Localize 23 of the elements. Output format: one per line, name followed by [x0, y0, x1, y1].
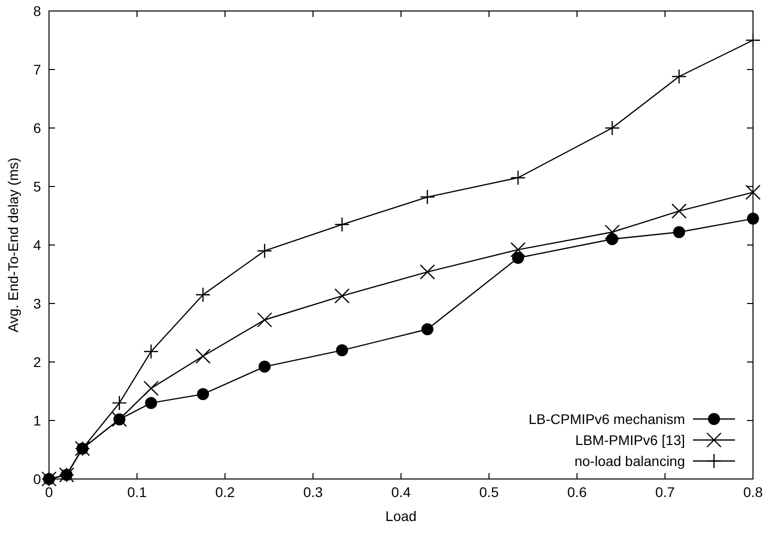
- x-tick-label: 0.6: [567, 484, 587, 500]
- y-tick-label: 1: [33, 412, 42, 428]
- x-tick-label: 0.7: [655, 484, 675, 500]
- x-tick-label: 0.1: [127, 484, 147, 500]
- y-tick-label: 3: [33, 296, 42, 312]
- x-tick-label: 0.5: [479, 484, 499, 500]
- x-tick-label: 0.8: [743, 484, 763, 500]
- y-axis-title: Avg. End-To-End delay (ms): [5, 158, 21, 332]
- y-tick-label: 6: [33, 120, 42, 136]
- x-tick-label: 0.3: [303, 484, 323, 500]
- x-tick-label: 0.2: [215, 484, 235, 500]
- y-tick-label: 8: [33, 3, 42, 19]
- x-tick-label: 0: [45, 484, 54, 500]
- y-tick-label: 5: [33, 178, 42, 194]
- legend-label: no-load balancing: [574, 453, 685, 469]
- y-tick-label: 7: [33, 62, 42, 78]
- x-tick-label: 0.4: [391, 484, 411, 500]
- y-tick-label: 4: [33, 237, 42, 253]
- legend-label: LB-CPMIPv6 mechanism: [528, 411, 685, 427]
- x-axis-title: Load: [385, 508, 417, 524]
- legend-label: LBM-PMIPv6 [13]: [575, 432, 685, 448]
- y-tick-label: 0: [33, 471, 42, 487]
- y-tick-label: 2: [33, 354, 42, 370]
